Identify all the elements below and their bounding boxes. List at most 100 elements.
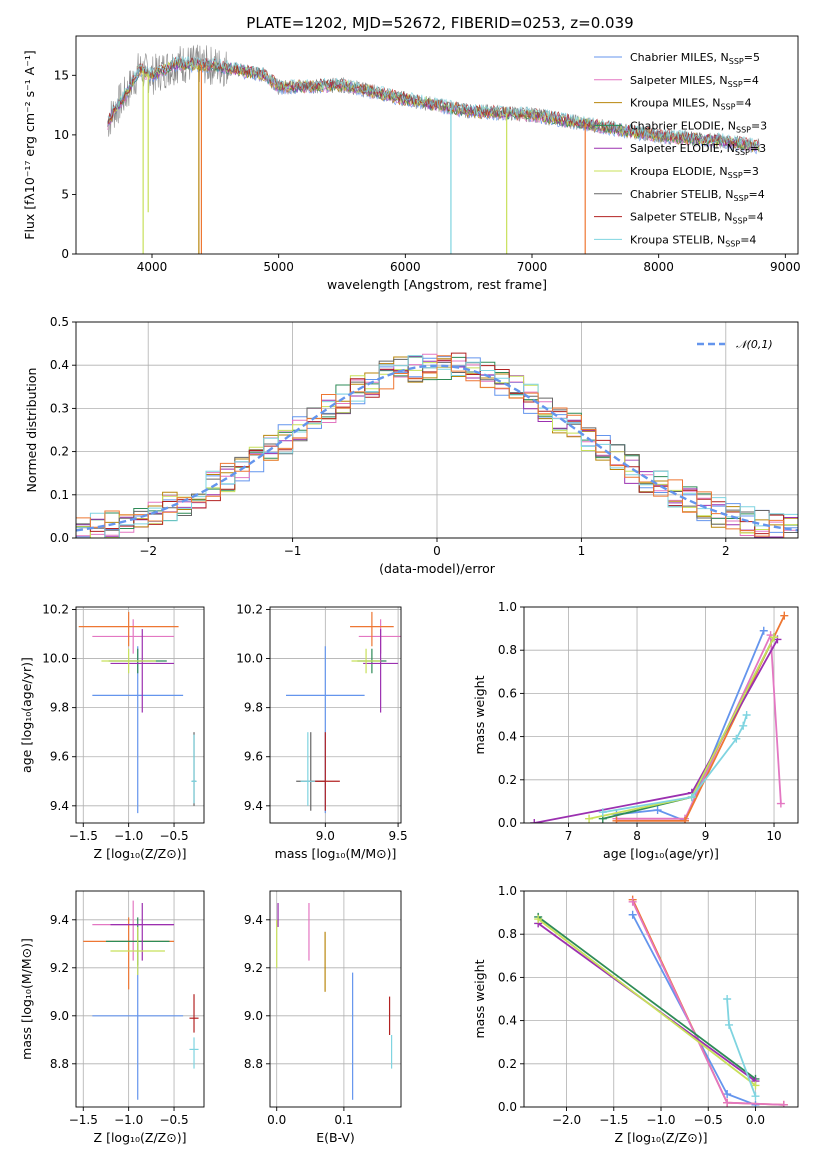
mass-weight-marker (751, 1092, 760, 1101)
mass_weight_vs_age-axes: 7 8 9 10 0.0 0.2 0.4 0.6 0.8 1.0 age [log₁₀(age/yr… (472, 600, 799, 861)
y-tick-label: 0.6 (498, 686, 517, 700)
legend-tail: =4 (735, 97, 751, 110)
mass-weight-marker (723, 1090, 732, 1099)
legend-tail: =3 (750, 142, 766, 155)
x-tick-label: −1.5 (69, 1113, 98, 1127)
age_vs_Z-axes: −1.5 −1.0 −0.5 9.4 9.6 9.8 10.0 10.2 Z [log₁₀(Z/… (19, 602, 205, 861)
mass_weight_vs_age-axes-frame (523, 606, 799, 824)
legend-entry: Chabrier STELIB, NSSP=4 (630, 188, 765, 203)
chart-age_vs_Z: −1.5 −1.0 −0.5 9.4 9.6 9.8 10.0 10.2 Z [log₁₀(Z/… (19, 602, 205, 861)
spectrum-model-line (107, 55, 760, 149)
residual-legend: 𝒩(0,1) (697, 338, 773, 351)
legend-sub: SSP (728, 80, 743, 89)
mass_weight_vs_Z-grid (524, 890, 798, 1108)
mass-weight-line (537, 918, 757, 1087)
residuals-plot-area (76, 352, 798, 538)
y-tick-label: 0.2 (50, 445, 69, 459)
x-tick-label: 0.0 (267, 1113, 286, 1127)
x-tick-label: 9.0 (316, 829, 335, 843)
x-tick-label: 9.5 (389, 829, 408, 843)
x-tick-label: −1.0 (646, 1113, 675, 1127)
x-axis-label: (data-model)/error (379, 561, 496, 576)
y-tick-label: 0.0 (50, 531, 69, 545)
chart-mass_vs_EBV: 0.0 0.1 8.8 9.0 9.2 9.4 E(B-V) (244, 890, 402, 1145)
age_vs_Z-grid (76, 607, 204, 823)
legend-sub: SSP (732, 217, 747, 226)
mass_vs_EBV-axes-frame (269, 890, 402, 1108)
legend-entry: Kroupa MILES, NSSP=4 (630, 97, 752, 112)
x-tick-label: 7 (565, 829, 573, 843)
mass-weight-marker (585, 814, 594, 823)
y-tick-label: 0.4 (498, 730, 517, 744)
x-tick-label: 9000 (770, 260, 801, 274)
mass_weight_vs_Z-plot-area (534, 895, 788, 1107)
y-tick-label: 0.8 (498, 643, 517, 657)
mass-weight-line (631, 914, 756, 1106)
y-tick-label: 9.4 (244, 799, 263, 813)
mass-weight-line (588, 636, 775, 820)
y-tick-label: 10.0 (42, 652, 69, 666)
mass-weight-marker (530, 819, 539, 823)
x-tick-label: 4000 (137, 260, 168, 274)
legend-name: Kroupa ELODIE, N (630, 165, 728, 178)
y-tick-label: 0.8 (498, 927, 517, 941)
y-tick-label: 10.2 (42, 602, 69, 616)
y-tick-label: 9.6 (50, 750, 69, 764)
x-tick-label: −1 (284, 544, 302, 558)
x-axis-label: age [log₁₀(age/yr)] (603, 846, 719, 861)
legend-entry: 𝒩(0,1) (736, 338, 773, 351)
mass-weight-line (616, 630, 765, 822)
legend-sub: SSP (734, 194, 749, 203)
x-tick-label: 8000 (643, 260, 674, 274)
y-tick-label: 9.6 (244, 750, 263, 764)
legend-sub: SSP (725, 239, 740, 248)
legend-sub: SSP (736, 125, 751, 134)
mass_vs_Z-plot-area (83, 900, 199, 1100)
mass-weight-marker (598, 808, 607, 817)
legend-name: Salpeter STELIB, N (630, 211, 732, 224)
legend-name: Salpeter MILES, N (630, 74, 728, 87)
mass-weight-marker (742, 711, 751, 719)
mass-weight-line (602, 636, 775, 820)
mass-weight-marker (780, 611, 789, 620)
legend-entry: Chabrier MILES, NSSP=5 (630, 51, 760, 66)
legend-tail: =4 (747, 211, 763, 224)
y-tick-label: 0.2 (498, 1057, 517, 1071)
mass-weight-marker (687, 793, 696, 802)
y-tick-label: 0.6 (498, 970, 517, 984)
normal-curve (76, 364, 798, 532)
mass-weight-marker (751, 1100, 760, 1107)
legend-tail: =4 (740, 233, 756, 246)
mass-weight-marker (739, 721, 748, 730)
x-tick-label: −0.5 (159, 1113, 188, 1127)
mass-weight-marker (723, 995, 732, 1003)
chart-spectrum: 4000 5000 6000 7000 8000 9000 0 5 10 15 wavelength… (22, 35, 801, 292)
chart-mass_weight_vs_Z: −2.0 −1.5 −1.0 −0.5 0.0 0.0 0.2 0.4 0.6 0.8 1.0 Z [… (472, 884, 799, 1145)
age_vs_Z-axes-frame (75, 606, 205, 824)
y-tick-label: 9.0 (244, 1009, 263, 1023)
x-tick-label: −0.5 (694, 1113, 723, 1127)
y-tick-label: 0 (61, 247, 69, 261)
y-tick-label: 0.4 (50, 358, 69, 372)
x-tick-label: −0.5 (159, 829, 188, 843)
chart-mass_vs_Z: −1.5 −1.0 −0.5 8.8 9.0 9.2 9.4 Z [log₁₀(Z/Z⊙)] m… (19, 890, 205, 1145)
age_vs_mass-grid (270, 607, 401, 823)
mass_vs_Z-grid (76, 891, 204, 1107)
residuals-axes-frame (75, 321, 799, 539)
x-tick-label: −1.5 (599, 1113, 628, 1127)
x-tick-label: 2 (722, 544, 730, 558)
y-tick-label: 10.0 (236, 652, 263, 666)
mass_vs_Z-axes: −1.5 −1.0 −0.5 8.8 9.0 9.2 9.4 Z [log₁₀(Z/Z⊙)] m… (19, 890, 205, 1145)
y-tick-label: 9.4 (244, 913, 263, 927)
legend-tail: =3 (751, 119, 767, 132)
legend-tail: =4 (749, 188, 765, 201)
x-tick-label: −1.0 (114, 829, 143, 843)
x-axis-label: mass [log₁₀(M/M⊙)] (275, 846, 397, 861)
x-tick-label: 10 (766, 829, 781, 843)
chart-residuals: −2 −1 0 1 2 0.0 0.1 0.2 0.3 0.4 0.5 (data-model)/er… (24, 315, 799, 576)
y-tick-label: 8.8 (50, 1057, 69, 1071)
y-axis-label: Normed distribution (24, 368, 39, 493)
legend-entry: Kroupa STELIB, NSSP=4 (630, 233, 756, 248)
